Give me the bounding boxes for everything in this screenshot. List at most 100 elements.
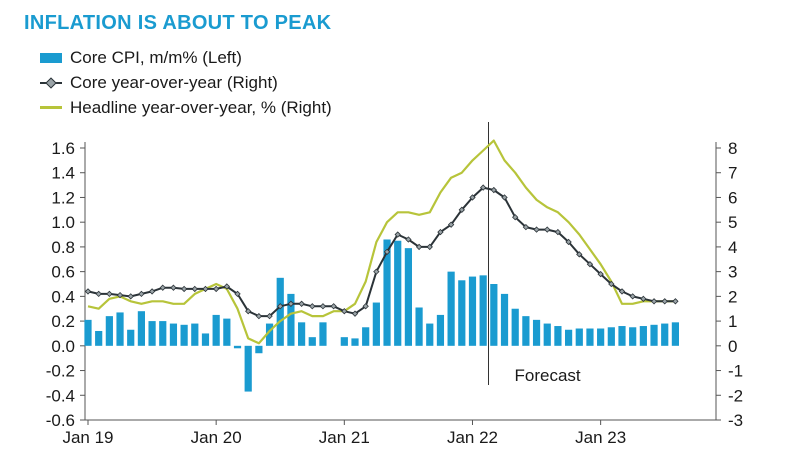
core-yoy-point	[458, 206, 465, 213]
core-yoy-point	[415, 243, 423, 251]
core-cpi-mm-bar	[458, 280, 466, 346]
core-yoy-point	[148, 288, 156, 295]
core-cpi-mm-bar	[468, 276, 477, 346]
core-yoy-point	[522, 223, 530, 231]
core-cpi-mm-bar	[607, 327, 615, 346]
core-cpi-mm-bar	[137, 311, 145, 346]
core-yoy-point	[287, 300, 295, 307]
core-yoy-point	[554, 228, 562, 236]
y-right-tick-label: 3	[728, 263, 737, 282]
core-cpi-mm-bar	[586, 328, 594, 346]
legend-line-swatch	[40, 106, 62, 109]
y-right-tick-label: 5	[728, 213, 737, 232]
x-tick-label: Jan 21	[319, 428, 370, 447]
core-yoy-point	[512, 214, 519, 221]
core-cpi-mm-bar	[575, 328, 583, 346]
y-right-tick-label: -3	[728, 411, 743, 430]
x-tick-label: Jan 22	[447, 428, 498, 447]
core-cpi-mm-bar	[116, 312, 124, 346]
core-yoy-point	[362, 303, 369, 310]
core-cpi-mm-bar	[180, 324, 188, 346]
core-cpi-mm-bar	[661, 323, 669, 346]
core-yoy-point	[330, 303, 337, 310]
core-cpi-mm-bar	[159, 321, 167, 346]
y-right-tick-label: 4	[728, 238, 737, 257]
legend-label: Headline year-over-year, % (Right)	[70, 97, 332, 117]
core-yoy-point	[373, 268, 380, 275]
core-cpi-mm-bar	[84, 319, 92, 346]
core-cpi-mm-bar	[404, 248, 412, 346]
core-cpi-mm-bar	[629, 327, 637, 346]
core-yoy-point	[544, 226, 551, 233]
core-cpi-mm-bar	[565, 329, 573, 346]
core-yoy-point	[106, 290, 113, 298]
core-cpi-mm-bar	[276, 277, 284, 346]
core-yoy-point	[447, 221, 455, 228]
core-cpi-mm-bar	[169, 323, 178, 346]
core-cpi-mm-bar	[244, 345, 252, 392]
legend-item-headline-yoy: Headline year-over-year, % (Right)	[40, 95, 332, 120]
core-cpi-mm-bar	[127, 329, 135, 346]
y-right-tick-label: 8	[728, 139, 737, 158]
core-cpi-mm-bar	[650, 324, 658, 346]
y-right-tick-label: 0	[728, 337, 737, 356]
core-cpi-mm-bar	[287, 293, 295, 346]
core-yoy-point	[212, 285, 220, 293]
legend-label: Core year-over-year (Right)	[70, 72, 278, 92]
core-cpi-mm-bar	[265, 323, 274, 346]
legend-item-core-cpi-mm: Core CPI, m/m% (Left)	[40, 45, 332, 70]
core-yoy-point	[640, 295, 647, 303]
legend-line-marker-swatch	[40, 76, 62, 90]
core-yoy-point	[298, 300, 305, 307]
core-yoy-point	[469, 194, 476, 201]
core-cpi-mm-bar	[394, 240, 402, 346]
y-left-tick-label: -0.2	[46, 362, 75, 381]
core-cpi-mm-bar	[532, 319, 541, 346]
core-yoy-point	[426, 243, 433, 251]
core-cpi-mm-bar	[298, 322, 306, 346]
core-yoy-point	[672, 298, 679, 305]
core-yoy-point	[266, 312, 273, 320]
core-cpi-mm-bar	[597, 328, 605, 346]
y-right-tick-label: -1	[728, 362, 743, 381]
core-yoy-point	[180, 285, 188, 293]
core-cpi-mm-bar	[148, 321, 156, 346]
y-left-tick-label: 0.6	[51, 263, 75, 282]
core-yoy-point	[234, 290, 241, 298]
core-yoy-point	[319, 303, 327, 310]
x-tick-label: Jan 23	[575, 428, 626, 447]
core-cpi-mm-bar	[105, 316, 113, 346]
core-cpi-mm-bar	[362, 327, 370, 346]
core-cpi-mm-bar	[415, 307, 423, 346]
core-yoy-point	[277, 303, 284, 310]
core-cpi-mm-bar	[618, 326, 626, 346]
core-cpi-mm-bar	[447, 271, 455, 346]
core-cpi-mm-bar	[372, 302, 380, 346]
legend-item-core-yoy: Core year-over-year (Right)	[40, 70, 332, 95]
core-yoy-point	[84, 288, 92, 295]
y-right-tick-label: 6	[728, 188, 737, 207]
core-yoy-point	[95, 290, 102, 298]
core-yoy-point	[245, 308, 252, 315]
core-cpi-mm-bar	[500, 293, 509, 346]
core-cpi-mm-bar	[340, 337, 348, 346]
core-yoy-point	[383, 248, 391, 256]
core-yoy-point	[586, 261, 594, 268]
core-yoy-point	[191, 285, 198, 293]
core-cpi-mm-bar	[201, 333, 210, 346]
core-yoy-point	[309, 303, 316, 310]
y-right-tick-label: -2	[728, 386, 743, 405]
core-yoy-point	[170, 284, 177, 291]
y-left-tick-label: -0.4	[46, 386, 75, 405]
y-left-tick-label: 1.6	[51, 139, 75, 158]
y-left-tick-label: 0.2	[51, 312, 75, 331]
core-yoy-point	[629, 293, 636, 300]
legend-label: Core CPI, m/m% (Left)	[70, 47, 242, 67]
core-yoy-line	[87, 186, 676, 318]
core-yoy-point	[533, 226, 540, 233]
core-yoy-point	[597, 270, 604, 278]
core-yoy-point	[608, 280, 615, 288]
core-cpi-mm-bar	[522, 316, 530, 346]
forecast-label: Forecast	[515, 366, 581, 385]
core-yoy-point	[127, 293, 134, 300]
